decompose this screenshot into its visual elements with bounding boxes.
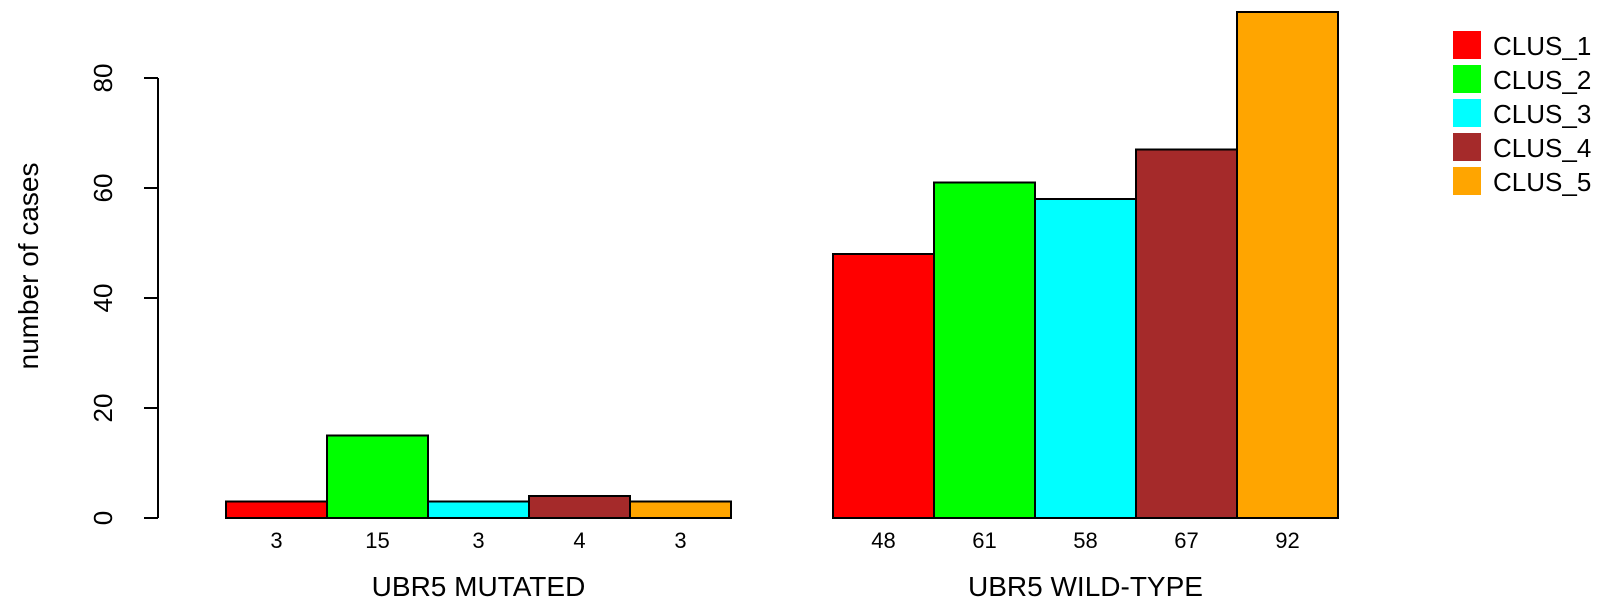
- bar-clus-5-wild-type: [1236, 11, 1339, 519]
- count-label: 58: [1073, 528, 1097, 553]
- y-tick-label: 80: [88, 64, 118, 93]
- bar-clus-5-mutated: [629, 500, 732, 519]
- count-labels: 3 15 3 4 3 48 61 58 67 92: [270, 528, 1299, 553]
- y-axis-title: number of cases: [13, 163, 44, 370]
- count-label: 61: [972, 528, 996, 553]
- legend-label: CLUS_5: [1493, 167, 1591, 197]
- bar-clus-4-wild-type: [1135, 148, 1238, 519]
- count-label: 3: [472, 528, 484, 553]
- legend-swatch: [1453, 31, 1481, 59]
- bar-clus-3-wild-type: [1034, 198, 1137, 519]
- count-label: 92: [1275, 528, 1299, 553]
- legend-swatch: [1453, 133, 1481, 161]
- group-labels: UBR5 MUTATED UBR5 WILD-TYPE: [372, 571, 1203, 600]
- count-label: 4: [573, 528, 585, 553]
- count-label: 3: [270, 528, 282, 553]
- legend-label: CLUS_3: [1493, 99, 1591, 129]
- bar-clus-3-mutated: [427, 500, 530, 519]
- count-label: 15: [365, 528, 389, 553]
- y-tick-label: 40: [88, 284, 118, 313]
- bar-clus-2-mutated: [326, 434, 429, 519]
- legend-swatch: [1453, 65, 1481, 93]
- bars: [225, 11, 1339, 519]
- legend-swatch: [1453, 99, 1481, 127]
- count-label: 3: [674, 528, 686, 553]
- y-tick-label: 0: [88, 511, 118, 525]
- legend-swatch: [1453, 167, 1481, 195]
- y-tick-label: 20: [88, 394, 118, 423]
- legend-label: CLUS_2: [1493, 65, 1591, 95]
- count-label: 67: [1174, 528, 1198, 553]
- legend-label: CLUS_4: [1493, 133, 1591, 163]
- legend-label: CLUS_1: [1493, 31, 1591, 61]
- group-label: UBR5 MUTATED: [372, 571, 586, 600]
- y-tick-label: 60: [88, 174, 118, 203]
- count-label: 48: [871, 528, 895, 553]
- bar-clus-4-mutated: [528, 495, 631, 519]
- bar-clus-1-wild-type: [832, 253, 935, 519]
- bar-clus-1-mutated: [225, 500, 328, 519]
- group-label: UBR5 WILD-TYPE: [968, 571, 1203, 600]
- y-axis: 0 20 40 60 80: [88, 64, 159, 525]
- legend: CLUS_1 CLUS_2 CLUS_3 CLUS_4 CLUS_5: [1453, 31, 1591, 197]
- bar-clus-2-wild-type: [933, 181, 1036, 519]
